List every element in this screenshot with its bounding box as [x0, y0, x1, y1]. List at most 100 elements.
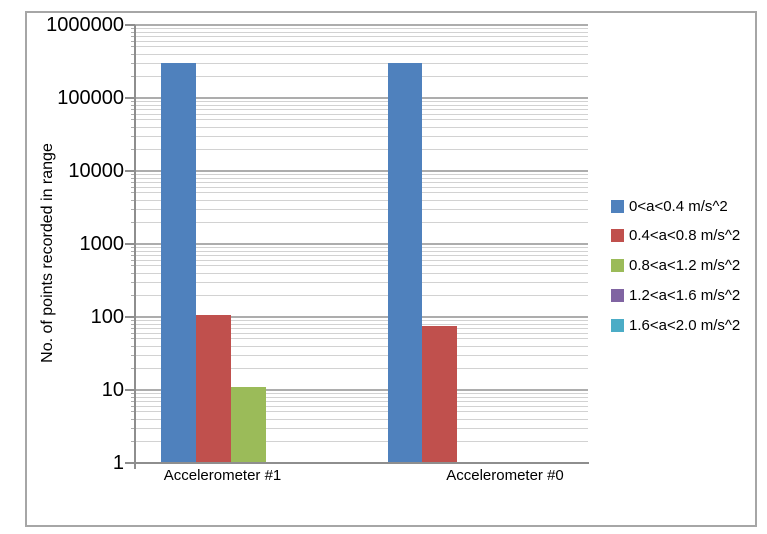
- y-minor-tick: [131, 40, 135, 42]
- y-minor-tick: [131, 332, 135, 334]
- y-minor-tick: [131, 272, 135, 274]
- legend-swatch-icon: [611, 229, 624, 243]
- legend-label: 0<a<0.4 m/s^2: [629, 197, 728, 215]
- bar-1-cat-1: [161, 63, 196, 463]
- minor-gridline: [135, 367, 588, 369]
- minor-gridline: [135, 221, 588, 223]
- minor-gridline: [135, 181, 588, 183]
- y-major-tick: [125, 243, 135, 245]
- y-minor-tick: [131, 62, 135, 64]
- minor-gridline: [135, 418, 588, 420]
- minor-gridline: [135, 427, 588, 429]
- major-gridline: [135, 170, 588, 172]
- minor-gridline: [135, 186, 588, 188]
- y-minor-tick: [131, 192, 135, 194]
- y-minor-tick: [131, 411, 135, 413]
- y-minor-tick: [131, 100, 135, 102]
- minor-gridline: [135, 265, 588, 267]
- y-minor-tick: [131, 294, 135, 296]
- y-minor-tick: [131, 181, 135, 183]
- y-minor-tick: [131, 199, 135, 201]
- legend-label: 0.4<a<0.8 m/s^2: [629, 227, 741, 245]
- minor-gridline: [135, 405, 588, 407]
- y-minor-tick: [131, 35, 135, 37]
- y-minor-tick: [131, 186, 135, 188]
- minor-gridline: [135, 323, 588, 325]
- y-minor-tick: [131, 418, 135, 420]
- minor-gridline: [135, 35, 588, 37]
- legend-item-1: 0<a<0.4 m/s^2: [611, 191, 728, 221]
- y-minor-tick: [131, 396, 135, 398]
- y-minor-tick: [131, 254, 135, 256]
- y-tick-label: 100: [90, 306, 124, 328]
- minor-gridline: [135, 62, 588, 64]
- y-minor-tick: [131, 250, 135, 252]
- minor-gridline: [135, 108, 588, 110]
- y-tick-label: 1000: [79, 233, 125, 255]
- minor-gridline: [135, 354, 588, 356]
- minor-gridline: [135, 338, 588, 340]
- y-major-tick: [125, 389, 135, 391]
- minor-gridline: [135, 281, 588, 283]
- y-minor-tick: [131, 104, 135, 106]
- y-minor-tick: [131, 53, 135, 55]
- minor-gridline: [135, 440, 588, 442]
- y-minor-tick: [131, 354, 135, 356]
- major-gridline: [135, 24, 588, 26]
- y-minor-tick: [131, 221, 135, 223]
- minor-gridline: [135, 135, 588, 137]
- y-minor-tick: [131, 126, 135, 128]
- minor-gridline: [135, 411, 588, 413]
- major-gridline: [135, 316, 588, 318]
- minor-gridline: [135, 319, 588, 321]
- legend-label: 0.8<a<1.2 m/s^2: [629, 257, 741, 274]
- legend-item-2: 0.4<a<0.8 m/s^2: [611, 221, 740, 251]
- y-minor-tick: [131, 327, 135, 329]
- legend-item-5: 1.6<a<2.0 m/s^2: [611, 310, 740, 340]
- y-minor-tick: [131, 113, 135, 115]
- minor-gridline: [135, 332, 588, 334]
- minor-gridline: [135, 46, 588, 48]
- minor-gridline: [135, 250, 588, 252]
- minor-gridline: [135, 53, 588, 55]
- category-label-2: Accelerometer #0: [446, 467, 564, 484]
- minor-gridline: [135, 400, 588, 402]
- y-minor-tick: [131, 392, 135, 394]
- y-major-tick: [125, 462, 135, 464]
- y-tick-label: 100000: [57, 87, 124, 109]
- major-gridline: [135, 243, 588, 245]
- y-minor-tick: [131, 75, 135, 77]
- minor-gridline: [135, 119, 588, 121]
- legend-swatch-icon: [611, 288, 624, 302]
- y-minor-tick: [131, 259, 135, 261]
- y-minor-tick: [131, 108, 135, 110]
- y-major-tick: [125, 316, 135, 318]
- y-minor-tick: [131, 46, 135, 48]
- y-minor-tick: [131, 208, 135, 210]
- minor-gridline: [135, 192, 588, 194]
- minor-gridline: [135, 75, 588, 77]
- legend-swatch-icon: [611, 318, 624, 332]
- category-label-1: Accelerometer #1: [163, 467, 282, 484]
- y-major-tick: [125, 170, 135, 172]
- y-tick-label: 10: [101, 379, 124, 401]
- y-minor-tick: [131, 119, 135, 121]
- y-minor-tick: [131, 177, 135, 179]
- minor-gridline: [135, 392, 588, 394]
- minor-gridline: [135, 148, 588, 150]
- y-major-tick: [125, 24, 135, 26]
- minor-gridline: [135, 327, 588, 329]
- legend-item-4: 1.2<a<1.6 m/s^2: [611, 280, 740, 310]
- minor-gridline: [135, 27, 588, 29]
- y-tick-label: 10000: [68, 160, 124, 182]
- minor-gridline: [135, 396, 588, 398]
- y-minor-tick: [131, 440, 135, 442]
- y-minor-tick: [131, 367, 135, 369]
- minor-gridline: [135, 272, 588, 274]
- bar-2-cat-1: [195, 315, 231, 463]
- y-minor-tick: [131, 246, 135, 248]
- y-minor-tick: [131, 27, 135, 29]
- minor-gridline: [135, 345, 588, 347]
- legend-label: 1.2<a<1.6 m/s^2: [629, 286, 741, 304]
